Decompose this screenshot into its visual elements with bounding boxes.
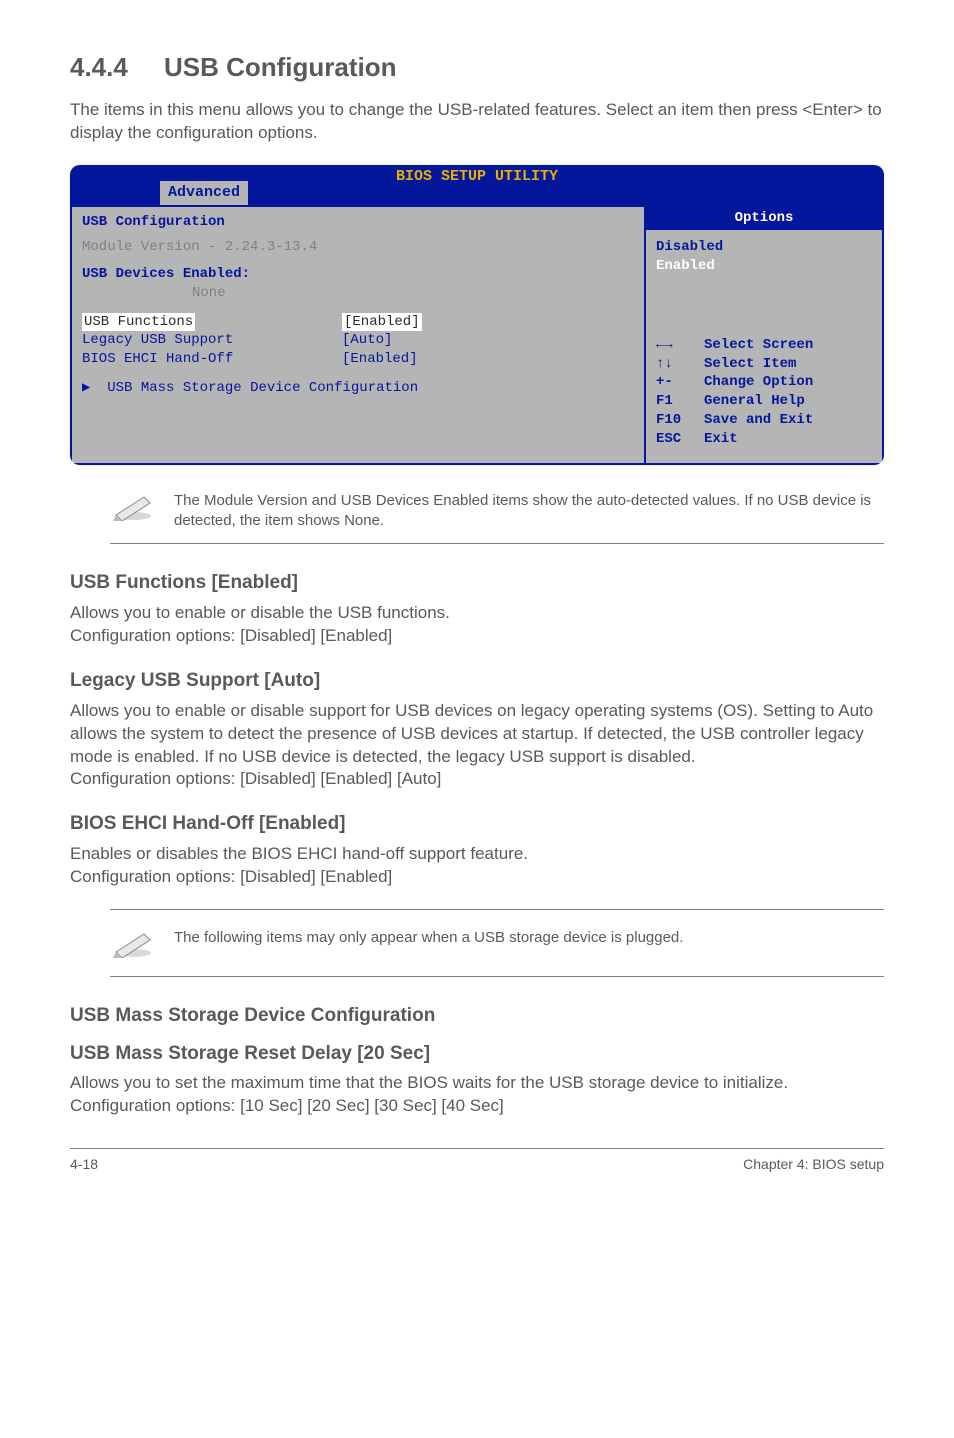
heading-usb-functions: USB Functions [Enabled]: [70, 570, 884, 596]
note-text: The Module Version and USB Devices Enabl…: [174, 491, 884, 532]
help-key: ←→: [656, 336, 704, 355]
note-text: The following items may only appear when…: [174, 928, 683, 948]
bios-panel-title: USB Configuration: [82, 213, 634, 232]
text-line: Configuration options: [Disabled] [Enabl…: [70, 626, 392, 645]
help-text: Save and Exit: [704, 411, 813, 430]
text-line: Enables or disables the BIOS EHCI hand-o…: [70, 844, 528, 863]
help-key: +-: [656, 373, 704, 392]
bios-row-label: Legacy USB Support: [82, 331, 342, 350]
bios-screenshot: BIOS SETUP UTILITY Advanced USB Configur…: [70, 165, 884, 465]
bios-help-keys: ←→Select Screen ↑↓Select Item +-Change O…: [656, 336, 872, 449]
chapter-label: Chapter 4: BIOS setup: [743, 1155, 884, 1174]
bios-row-value: [Enabled]: [342, 313, 422, 332]
text-line: Allows you to enable or disable support …: [70, 701, 873, 766]
body-usb-functions: Allows you to enable or disable the USB …: [70, 602, 884, 648]
bios-devices-label: USB Devices Enabled:: [82, 265, 634, 284]
bios-row-ehci[interactable]: BIOS EHCI Hand-Off [Enabled]: [82, 350, 634, 369]
bios-row-value: [Enabled]: [342, 350, 418, 369]
bios-right-panel: Options Disabled Enabled ←→Select Screen…: [644, 205, 884, 465]
help-text: Exit: [704, 430, 738, 449]
section-heading: 4.4.4 USB Configuration: [70, 50, 884, 85]
bios-module-version: Module Version - 2.24.3-13.4: [82, 238, 634, 257]
heading-ehci: BIOS EHCI Hand-Off [Enabled]: [70, 811, 884, 837]
help-text: Change Option: [704, 373, 813, 392]
bios-header: BIOS SETUP UTILITY Advanced: [70, 165, 884, 205]
bios-options-header: Options: [646, 207, 882, 230]
section-title-text: USB Configuration: [164, 52, 397, 82]
help-text: General Help: [704, 392, 805, 411]
triangle-icon: ▶: [82, 380, 90, 396]
section-number: 4.4.4: [70, 52, 128, 82]
help-key: ESC: [656, 430, 704, 449]
help-text: Select Item: [704, 355, 796, 374]
heading-legacy-usb: Legacy USB Support [Auto]: [70, 668, 884, 694]
text-line: Configuration options: [Disabled] [Enabl…: [70, 769, 441, 788]
help-key: ↑↓: [656, 355, 704, 374]
bios-body: USB Configuration Module Version - 2.24.…: [70, 205, 884, 465]
bios-row-legacy-usb[interactable]: Legacy USB Support [Auto]: [82, 331, 634, 350]
bios-row-value: [Auto]: [342, 331, 392, 350]
bios-row-label: BIOS EHCI Hand-Off: [82, 350, 342, 369]
pencil-icon: [110, 928, 156, 964]
body-legacy-usb: Allows you to enable or disable support …: [70, 700, 884, 792]
intro-paragraph: The items in this menu allows you to cha…: [70, 99, 884, 145]
bios-left-panel: USB Configuration Module Version - 2.24.…: [70, 205, 644, 465]
bios-tab-advanced[interactable]: Advanced: [160, 181, 248, 205]
body-ehci: Enables or disables the BIOS EHCI hand-o…: [70, 843, 884, 889]
bios-option-disabled[interactable]: Disabled: [656, 238, 872, 257]
bios-submenu[interactable]: ▶ USB Mass Storage Device Configuration: [82, 379, 634, 398]
bios-devices-value: None: [82, 284, 634, 303]
help-key: F10: [656, 411, 704, 430]
body-mass-storage: Allows you to set the maximum time that …: [70, 1072, 884, 1118]
note-storage-plugged: The following items may only appear when…: [110, 909, 884, 977]
bios-row-label: USB Functions: [82, 313, 195, 332]
help-key: F1: [656, 392, 704, 411]
bios-option-enabled[interactable]: Enabled: [656, 257, 872, 276]
pencil-icon: [110, 491, 156, 527]
page-footer: 4-18 Chapter 4: BIOS setup: [70, 1148, 884, 1174]
note-module-version: The Module Version and USB Devices Enabl…: [110, 483, 884, 545]
heading-mass-storage-config: USB Mass Storage Device Configuration: [70, 1003, 884, 1029]
bios-submenu-label: USB Mass Storage Device Configuration: [107, 380, 418, 396]
page-number: 4-18: [70, 1155, 98, 1174]
text-line: Configuration options: [Disabled] [Enabl…: [70, 867, 392, 886]
text-line: Allows you to enable or disable the USB …: [70, 603, 450, 622]
bios-row-usb-functions[interactable]: USB Functions [Enabled]: [82, 313, 634, 332]
help-text: Select Screen: [704, 336, 813, 355]
heading-mass-storage-delay: USB Mass Storage Reset Delay [20 Sec]: [70, 1041, 884, 1067]
bios-header-title: BIOS SETUP UTILITY: [396, 168, 558, 185]
bios-options-list: Disabled Enabled: [656, 238, 872, 276]
